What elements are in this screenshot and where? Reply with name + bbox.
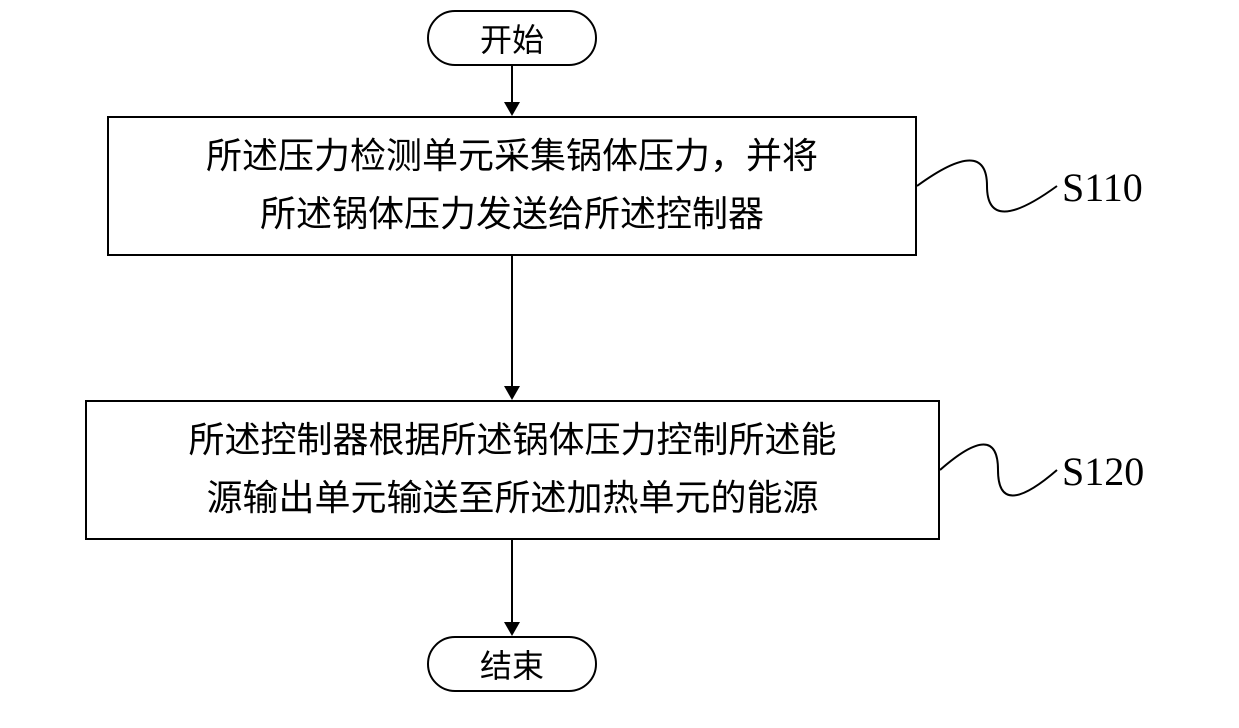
s110-line2: 所述锅体压力发送给所述控制器 [206, 186, 818, 244]
flowchart-end-node: 结束 [427, 636, 597, 692]
s120-line1: 所述控制器根据所述锅体压力控制所述能 [188, 412, 836, 470]
connector-s120 [940, 434, 1062, 506]
start-label: 开始 [480, 15, 544, 61]
s110-line1: 所述压力检测单元采集锅体压力，并将 [206, 128, 818, 186]
arrow-3-line [511, 540, 513, 624]
s120-line2: 源输出单元输送至所述加热单元的能源 [188, 470, 836, 528]
arrow-2-head [504, 386, 520, 400]
s120-text: 所述控制器根据所述锅体压力控制所述能 源输出单元输送至所述加热单元的能源 [188, 412, 836, 527]
arrow-2-line [511, 256, 513, 388]
step-label-s110: S110 [1062, 164, 1143, 211]
end-label: 结束 [480, 641, 544, 687]
s110-text: 所述压力检测单元采集锅体压力，并将 所述锅体压力发送给所述控制器 [206, 128, 818, 243]
flowchart-process-s120: 所述控制器根据所述锅体压力控制所述能 源输出单元输送至所述加热单元的能源 [85, 400, 940, 540]
arrow-3-head [504, 622, 520, 636]
arrow-1-line [511, 66, 513, 104]
arrow-1-head [504, 102, 520, 116]
flowchart-start-node: 开始 [427, 10, 597, 66]
connector-s110 [917, 150, 1062, 222]
step-label-s120: S120 [1062, 448, 1144, 495]
flowchart-process-s110: 所述压力检测单元采集锅体压力，并将 所述锅体压力发送给所述控制器 [107, 116, 917, 256]
